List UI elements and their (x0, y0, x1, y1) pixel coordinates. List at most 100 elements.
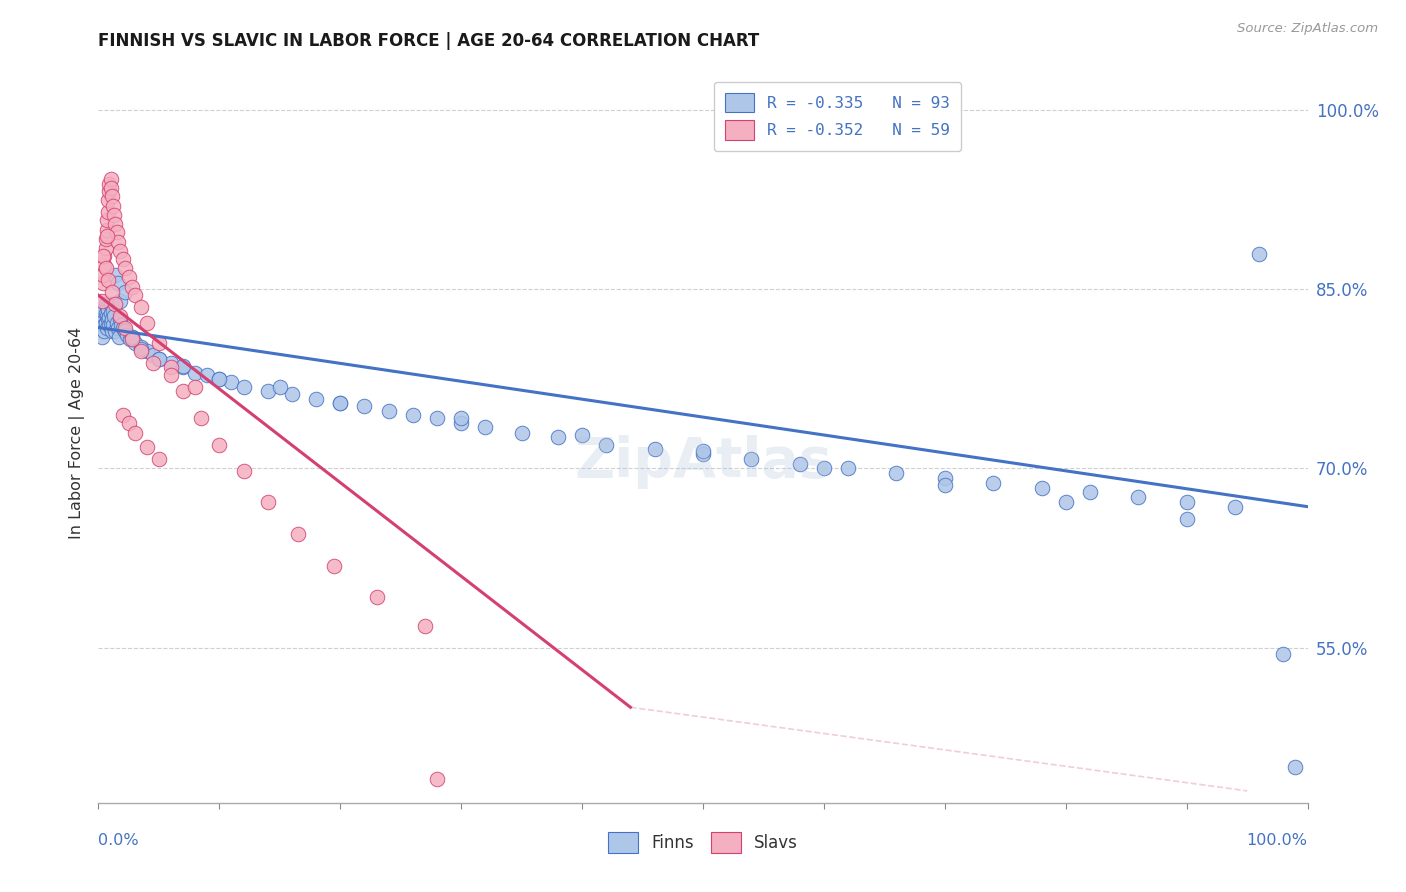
Point (98, 185, 121, 199)
Point (94, 316, 117, 330)
Point (98, 310, 121, 324)
Point (108, 312, 131, 326)
Point (108, 244, 131, 259)
Point (121, 330, 143, 344)
Text: 0.0%: 0.0% (98, 833, 139, 848)
Point (547, 430, 569, 444)
Point (1078, 485, 1101, 500)
Point (118, 416, 141, 430)
Point (232, 464, 254, 478)
Point (644, 442, 666, 457)
Point (281, 387, 304, 401)
Point (91, 277, 114, 291)
Point (101, 199, 124, 213)
Point (510, 425, 533, 440)
Point (148, 336, 170, 351)
Point (117, 327, 139, 342)
Point (571, 428, 593, 442)
Point (426, 411, 449, 425)
Point (208, 437, 231, 451)
Point (101, 303, 124, 318)
Point (100, 306, 122, 320)
Point (94, 260, 117, 275)
Point (195, 368, 218, 383)
Point (98, 178, 121, 192)
Point (184, 366, 207, 380)
Point (256, 384, 278, 398)
Point (129, 340, 152, 354)
Point (91, 303, 114, 318)
Point (110, 318, 132, 333)
Point (104, 296, 127, 310)
Point (93, 249, 115, 263)
Point (107, 235, 129, 249)
Point (221, 376, 243, 390)
Point (426, 772, 449, 786)
Point (129, 342, 152, 356)
Point (96, 300, 118, 314)
Point (121, 333, 143, 347)
Point (111, 252, 134, 267)
Y-axis label: In Labor Force | Age 20-64: In Labor Force | Age 20-64 (69, 326, 84, 539)
Point (91, 312, 114, 326)
Point (148, 451, 170, 466)
Point (377, 404, 399, 418)
Point (101, 318, 124, 333)
Point (96, 228, 118, 243)
Point (269, 380, 291, 394)
Point (100, 312, 122, 326)
Point (124, 288, 146, 302)
Point (118, 333, 141, 347)
Point (1054, 495, 1077, 509)
Point (111, 320, 134, 334)
Point (97, 273, 120, 287)
Text: 100.0%: 100.0% (1247, 833, 1308, 848)
Point (1031, 481, 1053, 495)
Point (100, 189, 122, 203)
Point (93, 259, 115, 273)
Point (329, 396, 352, 410)
Point (91, 330, 114, 344)
Point (450, 416, 472, 430)
Point (740, 451, 762, 466)
Point (91, 294, 114, 309)
Point (135, 316, 157, 330)
Point (1272, 647, 1295, 661)
Point (94, 232, 117, 246)
Point (148, 351, 170, 366)
Point (121, 330, 143, 344)
Point (96, 222, 118, 236)
Legend: Finns, Slavs: Finns, Slavs (600, 824, 806, 861)
Point (96, 309, 118, 323)
Point (91, 268, 114, 282)
Point (135, 440, 157, 454)
Point (160, 359, 183, 374)
Point (886, 467, 908, 481)
Point (474, 419, 496, 434)
Point (100, 181, 122, 195)
Text: FINNISH VS SLAVIC IN LABOR FORCE | AGE 20-64 CORRELATION CHART: FINNISH VS SLAVIC IN LABOR FORCE | AGE 2… (98, 32, 759, 50)
Point (98, 318, 121, 333)
Point (813, 461, 835, 475)
Point (1128, 490, 1150, 504)
Point (1249, 246, 1271, 260)
Point (981, 475, 1004, 490)
Point (94, 240, 117, 255)
Point (97, 204, 120, 219)
Point (413, 619, 436, 633)
Point (118, 270, 141, 285)
Point (172, 359, 194, 374)
Point (114, 320, 136, 334)
Point (172, 359, 194, 373)
Point (107, 277, 129, 291)
Point (97, 302, 120, 317)
Point (94, 296, 117, 310)
Point (108, 294, 131, 309)
Point (108, 309, 131, 323)
Point (93, 318, 115, 333)
Point (837, 461, 859, 475)
Point (1175, 495, 1198, 509)
Point (97, 312, 120, 326)
Point (184, 380, 207, 394)
Point (104, 324, 127, 338)
